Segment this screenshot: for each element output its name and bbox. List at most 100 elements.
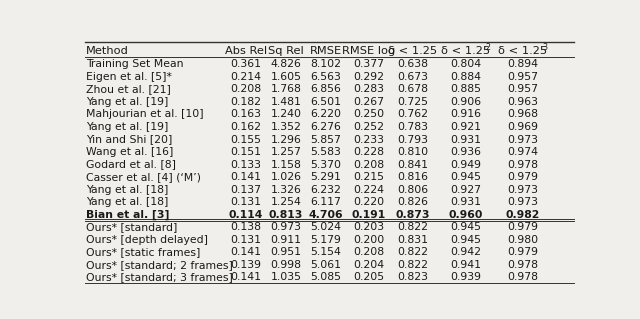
Text: 0.894: 0.894 [508,59,538,69]
Text: 0.822: 0.822 [397,260,428,270]
Text: 0.283: 0.283 [353,85,384,94]
Text: 0.968: 0.968 [508,109,538,119]
Text: 0.762: 0.762 [397,109,428,119]
Text: Zhou et al. [21]: Zhou et al. [21] [86,85,171,94]
Text: 0.942: 0.942 [451,247,481,257]
Text: 0.200: 0.200 [353,235,384,245]
Text: 0.793: 0.793 [397,135,428,145]
Text: 0.215: 0.215 [353,172,384,182]
Text: 6.117: 6.117 [310,197,341,207]
Text: 0.224: 0.224 [353,185,384,195]
Text: 0.978: 0.978 [508,272,538,282]
Text: 4.826: 4.826 [271,59,301,69]
Text: 0.973: 0.973 [508,197,538,207]
Text: 0.139: 0.139 [230,260,262,270]
Text: δ < 1.25: δ < 1.25 [442,46,490,56]
Text: Mahjourian et al. [10]: Mahjourian et al. [10] [86,109,204,119]
Text: Ours* [standard; 3 frames]: Ours* [standard; 3 frames] [86,272,233,282]
Text: 0.822: 0.822 [397,247,428,257]
Text: 0.979: 0.979 [508,247,538,257]
Text: 0.885: 0.885 [451,85,481,94]
Text: 0.816: 0.816 [397,172,428,182]
Text: 0.973: 0.973 [270,222,301,232]
Text: 0.204: 0.204 [353,260,384,270]
Text: Wang et al. [16]: Wang et al. [16] [86,147,173,157]
Text: Bian et al. [3]: Bian et al. [3] [86,210,170,220]
Text: Ours* [depth delayed]: Ours* [depth delayed] [86,235,208,245]
Text: 1.605: 1.605 [270,72,301,82]
Text: 0.945: 0.945 [451,235,481,245]
Text: Ours* [static frames]: Ours* [static frames] [86,247,200,257]
Text: 6.220: 6.220 [310,109,341,119]
Text: 0.678: 0.678 [397,85,428,94]
Text: Yang et al. [19]: Yang et al. [19] [86,122,168,132]
Text: Method: Method [86,46,129,56]
Text: 0.974: 0.974 [508,147,538,157]
Text: 0.162: 0.162 [230,122,262,132]
Text: 0.822: 0.822 [397,222,428,232]
Text: 1.352: 1.352 [271,122,301,132]
Text: 0.151: 0.151 [230,147,262,157]
Text: 0.141: 0.141 [230,172,262,182]
Text: 0.205: 0.205 [353,272,384,282]
Text: RMSE: RMSE [310,46,342,56]
Text: 0.292: 0.292 [353,72,384,82]
Text: 3: 3 [543,43,548,52]
Text: Yang et al. [18]: Yang et al. [18] [86,185,168,195]
Text: 1.158: 1.158 [271,160,301,170]
Text: 0.377: 0.377 [353,59,384,69]
Text: Abs Rel: Abs Rel [225,46,268,56]
Text: 0.783: 0.783 [397,122,428,132]
Text: 0.267: 0.267 [353,97,384,107]
Text: 0.182: 0.182 [230,97,262,107]
Text: 0.906: 0.906 [451,97,481,107]
Text: 1.326: 1.326 [271,185,301,195]
Text: 5.154: 5.154 [310,247,341,257]
Text: 0.998: 0.998 [270,260,301,270]
Text: 1.240: 1.240 [270,109,301,119]
Text: 0.982: 0.982 [506,210,540,220]
Text: 5.085: 5.085 [310,272,341,282]
Text: 0.916: 0.916 [451,109,481,119]
Text: 0.133: 0.133 [230,160,262,170]
Text: 5.583: 5.583 [310,147,341,157]
Text: 0.810: 0.810 [397,147,428,157]
Text: 0.973: 0.973 [508,135,538,145]
Text: 0.191: 0.191 [351,210,386,220]
Text: 0.131: 0.131 [230,197,262,207]
Text: 0.978: 0.978 [508,160,538,170]
Text: δ < 1.25: δ < 1.25 [499,46,547,56]
Text: 0.208: 0.208 [353,160,384,170]
Text: 0.980: 0.980 [508,235,538,245]
Text: 0.725: 0.725 [397,97,428,107]
Text: 0.361: 0.361 [230,59,262,69]
Text: 0.208: 0.208 [230,85,262,94]
Text: 1.035: 1.035 [270,272,301,282]
Text: Sq Rel: Sq Rel [268,46,304,56]
Text: 0.963: 0.963 [508,97,538,107]
Text: 0.208: 0.208 [353,247,384,257]
Text: 0.979: 0.979 [508,222,538,232]
Text: 0.951: 0.951 [270,247,301,257]
Text: 0.884: 0.884 [451,72,481,82]
Text: 0.957: 0.957 [508,85,538,94]
Text: Ours* [standard; 2 frames]: Ours* [standard; 2 frames] [86,260,233,270]
Text: 0.228: 0.228 [353,147,384,157]
Text: 5.179: 5.179 [310,235,341,245]
Text: 0.233: 0.233 [353,135,384,145]
Text: 0.131: 0.131 [230,235,262,245]
Text: 0.831: 0.831 [397,235,428,245]
Text: 0.939: 0.939 [451,272,481,282]
Text: 0.957: 0.957 [508,72,538,82]
Text: 0.806: 0.806 [397,185,428,195]
Text: 6.856: 6.856 [310,85,341,94]
Text: 2: 2 [486,43,491,52]
Text: 0.252: 0.252 [353,122,384,132]
Text: 0.973: 0.973 [508,185,538,195]
Text: 0.945: 0.945 [451,222,481,232]
Text: 0.138: 0.138 [230,222,262,232]
Text: 1.257: 1.257 [271,147,301,157]
Text: 0.941: 0.941 [451,260,481,270]
Text: 5.024: 5.024 [310,222,341,232]
Text: 0.214: 0.214 [230,72,262,82]
